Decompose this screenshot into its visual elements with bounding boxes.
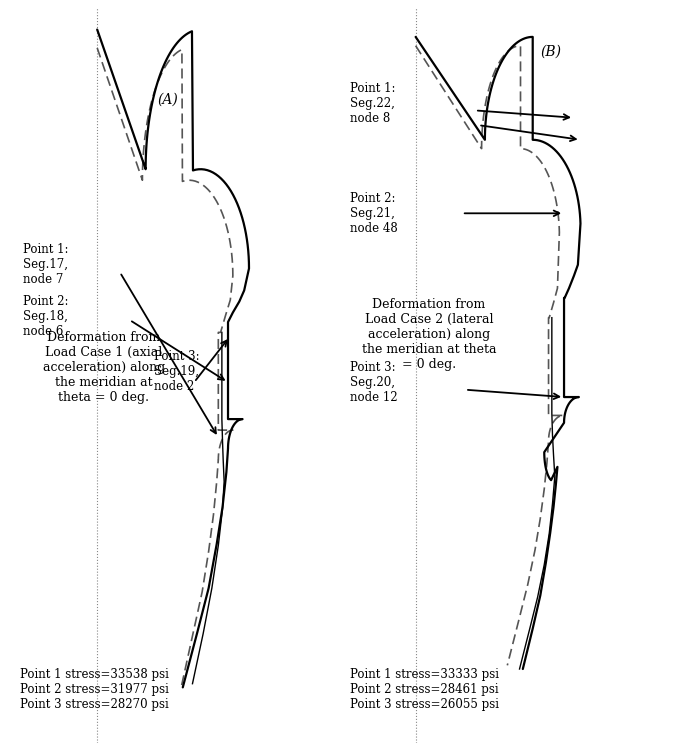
Text: Point 2:
Seg.18,
node 6: Point 2: Seg.18, node 6 [23,295,69,338]
Text: (A): (A) [158,92,178,106]
Text: Point 1:
Seg.17,
node 7: Point 1: Seg.17, node 7 [23,243,69,286]
Text: (B): (B) [540,44,561,58]
Text: Point 2:
Seg.21,
node 48: Point 2: Seg.21, node 48 [350,192,398,235]
Text: Point 3:
Seg.19,
node 2: Point 3: Seg.19, node 2 [153,350,199,393]
Text: Point 1 stress=33333 psi
Point 2 stress=28461 psi
Point 3 stress=26055 psi: Point 1 stress=33333 psi Point 2 stress=… [350,668,499,711]
Text: Point 1 stress=33538 psi
Point 2 stress=31977 psi
Point 3 stress=28270 psi: Point 1 stress=33538 psi Point 2 stress=… [20,668,168,711]
Text: Deformation from
Load Case 2 (lateral
acceleration) along
the meridian at theta
: Deformation from Load Case 2 (lateral ac… [361,298,496,371]
Text: Point 3:
Seg.20,
node 12: Point 3: Seg.20, node 12 [350,361,397,404]
Text: Deformation from
Load Case 1 (axial
acceleration) along
the meridian at
theta = : Deformation from Load Case 1 (axial acce… [42,332,165,404]
Text: Point 1:
Seg.22,
node 8: Point 1: Seg.22, node 8 [350,82,395,124]
